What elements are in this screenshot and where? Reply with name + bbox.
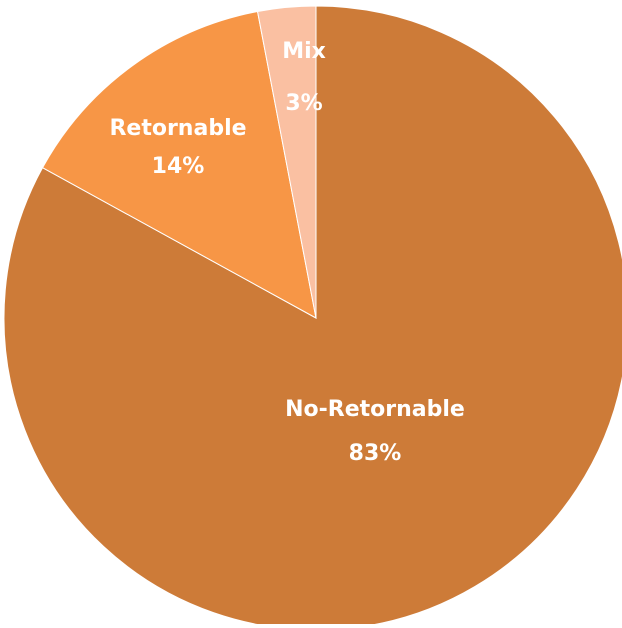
slice-value-label-2: 14% <box>152 154 205 179</box>
slice-value-label-1: 83% <box>349 441 402 466</box>
pie-slice-1 <box>3 5 622 628</box>
pie-slice-2 <box>41 10 317 319</box>
pie-slice-3 <box>256 5 317 319</box>
labels-layer: No-Retornable 83% Retornable 14% Post Mix 3% <box>109 0 464 466</box>
slice-category-label-1: No-Retornable <box>285 397 465 422</box>
slice-category-label-3: Mix <box>282 39 326 64</box>
slice-category-label-2: Retornable <box>109 116 246 141</box>
slice-value-label-3: 3% <box>285 91 322 116</box>
slice-category-label-3: Post <box>277 0 332 12</box>
slices-layer <box>3 5 622 628</box>
